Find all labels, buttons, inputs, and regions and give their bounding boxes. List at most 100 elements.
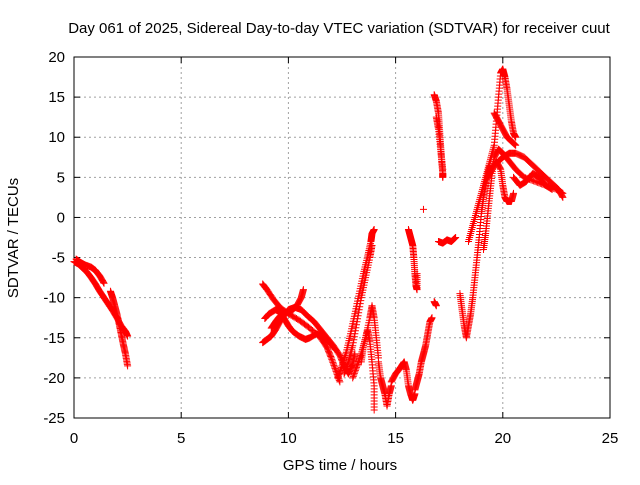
data-point [413,270,421,278]
series-track-2 [72,255,108,287]
data-point [548,185,556,193]
y-tick-label: -15 [43,330,65,347]
data-point [332,346,340,354]
series-track-3 [106,287,132,370]
x-tick-label: 20 [494,430,511,447]
data-point [511,141,519,149]
y-tick-label: -20 [43,370,65,387]
data-point [496,164,504,172]
data-point [338,362,346,370]
x-tick-label: 5 [177,430,185,447]
series-track-20 [432,113,447,173]
data-point [450,235,458,243]
data-point [370,406,378,414]
y-tick-label: 0 [57,209,65,226]
series-track-26 [510,169,556,193]
x-tick-label: 25 [602,430,619,447]
data-point [349,372,357,380]
series-track-13 [387,358,419,404]
y-tick-labels: -25 -20 -15 -10 -5 0 5 10 15 20 [43,49,65,427]
data-point [330,363,338,371]
data-point [341,368,349,376]
data-point [354,359,362,367]
data-point [356,303,364,311]
data-point [353,362,361,370]
data-point [100,279,108,287]
series-track-7 [267,286,307,332]
data-point [353,318,361,326]
data-point [351,330,359,338]
data-point [350,371,358,379]
data-point [512,133,520,141]
data-point [352,321,360,329]
y-tick-label: -10 [43,290,65,307]
series-track-15 [404,225,421,294]
data-point [340,355,348,363]
x-tick-label: 0 [70,430,78,447]
series-track-17 [430,298,440,310]
data-point [124,332,132,340]
data-point [451,234,459,242]
series-track-19 [430,91,447,181]
data-point [340,370,348,378]
data-point [334,374,342,382]
data-marks [70,65,567,414]
data-point [337,363,345,371]
data-point [368,242,376,250]
data-point [351,327,359,335]
y-tick-label: 20 [48,49,65,66]
data-point [451,235,459,243]
y-tick-label: 10 [48,129,65,146]
data-point [354,360,362,368]
data-point [439,165,447,173]
y-tick-label: 15 [48,89,65,106]
data-point [452,234,460,241]
data-point [344,359,352,367]
data-point [349,342,357,350]
y-tick-label: -5 [52,250,65,267]
data-point [124,362,132,370]
axis-ticks [73,56,611,419]
data-point [357,297,365,305]
data-point [330,361,338,369]
data-point [99,277,107,285]
x-axis-label: GPS time / hours [283,457,397,474]
data-point [349,339,357,347]
series-track-25 [495,149,567,201]
data-point [339,360,347,368]
data-point [341,367,349,375]
data-point [419,205,427,213]
data-point [428,314,436,322]
series-track-11 [357,326,378,414]
data-point [559,193,567,201]
data-point [336,378,344,386]
data-point [341,353,349,361]
chart-title: Day 061 of 2025, Sidereal Day-to-day VTE… [68,20,610,37]
data-point [331,364,339,372]
data-point [332,366,340,374]
data-point [547,184,555,192]
data-point [343,361,351,369]
data-point [328,355,336,363]
data-point [354,312,362,320]
data-point [99,278,107,286]
series-track-18 [434,234,460,247]
data-point [335,369,343,377]
data-point [356,300,364,308]
series-track-24 [484,157,518,205]
data-point [439,173,447,181]
data-point [342,364,350,372]
data-point [335,371,343,379]
data-point [355,306,363,314]
data-point [329,358,337,366]
data-point [336,368,344,376]
data-point [351,368,359,376]
data-point [558,192,566,200]
data-point [349,374,357,382]
x-tick-label: 10 [280,430,297,447]
series-track-16 [419,205,427,213]
data-point [352,324,360,332]
data-point [343,362,351,370]
data-point [352,365,360,373]
